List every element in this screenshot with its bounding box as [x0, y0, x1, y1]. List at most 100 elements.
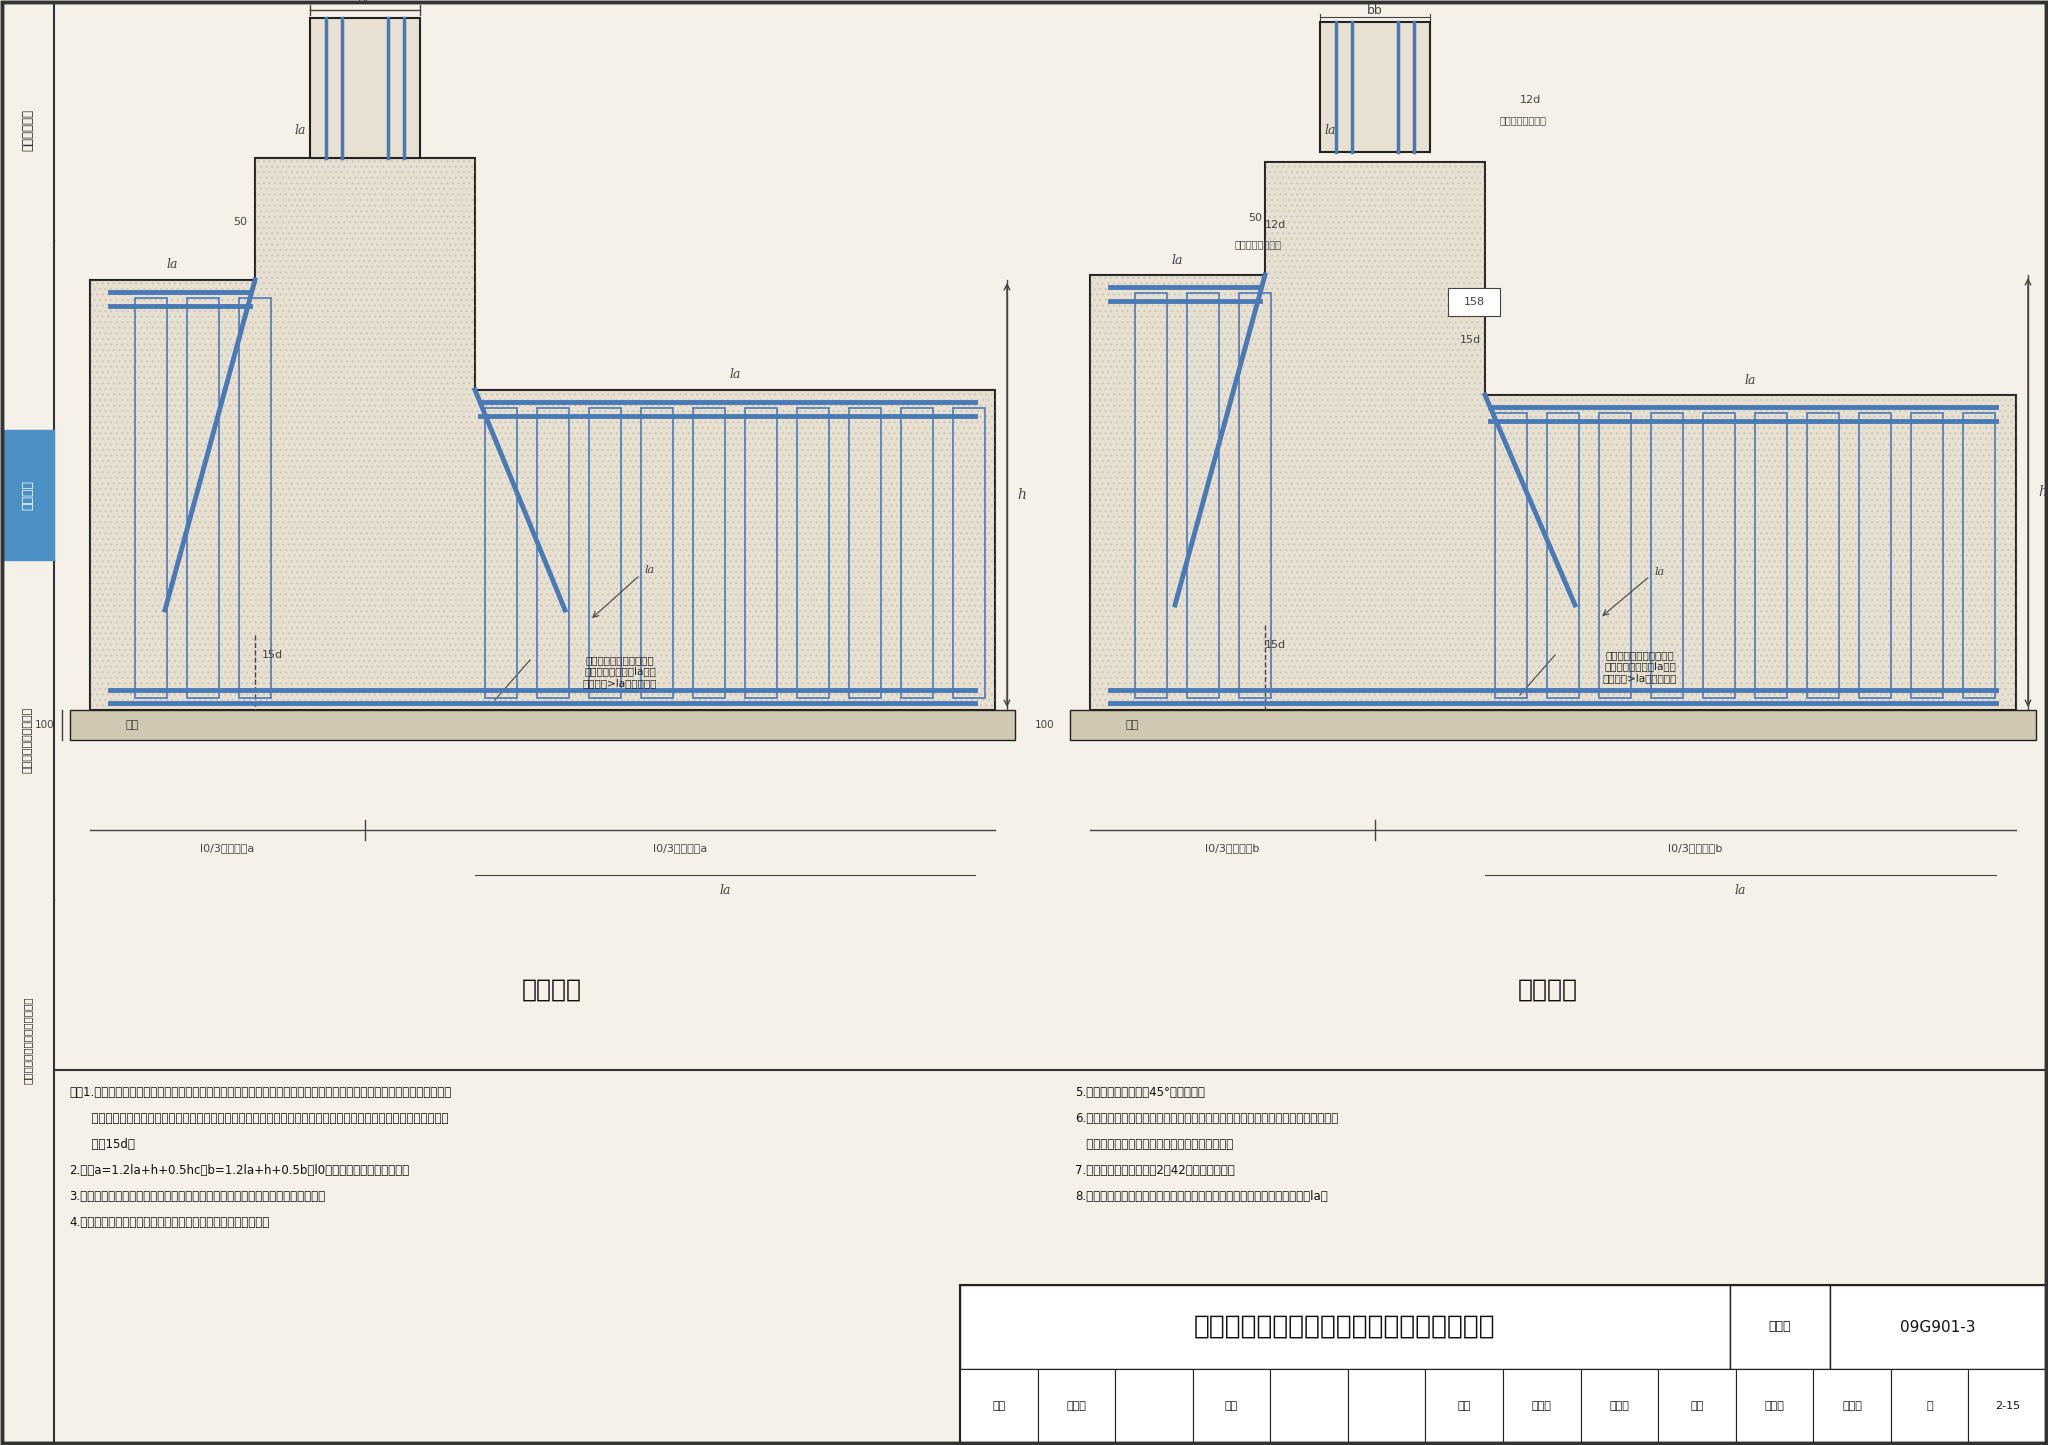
Bar: [1651, 413, 1683, 698]
Bar: [1755, 413, 1788, 698]
Text: 且至少到主梁中线: 且至少到主梁中线: [1499, 116, 1546, 126]
Text: la: la: [1655, 566, 1665, 577]
Bar: [952, 407, 985, 698]
Text: 3.跨内纵向钢筋、箍筋排布及复合方式均应复合本图集中基础梁相应的构造要求。: 3.跨内纵向钢筋、箍筋排布及复合方式均应复合本图集中基础梁相应的构造要求。: [70, 1189, 326, 1202]
Bar: [1831, 1285, 2046, 1368]
Text: 基础梁梁顶和梁底均有高差时钢筋排布构造: 基础梁梁顶和梁底均有高差时钢筋排布构造: [1194, 1314, 1495, 1340]
Text: h: h: [2038, 486, 2048, 500]
Bar: [1135, 293, 1167, 698]
Bar: [537, 407, 569, 698]
Text: 审核: 审核: [991, 1402, 1006, 1410]
Bar: [1659, 1368, 1737, 1444]
Text: 黄志刚: 黄志刚: [1067, 1402, 1085, 1410]
Text: 注：1.支座两侧的钢筋应协调配置，当两侧配筋不同时，应将配筋小的一侧的钢筋全部穿过支座，配筋大的一侧再配置差额: 注：1.支座两侧的钢筋应协调配置，当两侧配筋不同时，应将配筋小的一侧的钢筋全部穿…: [70, 1085, 451, 1098]
Bar: [1495, 413, 1528, 698]
Text: 基础次梁: 基础次梁: [1518, 978, 1579, 1001]
Text: 100: 100: [35, 720, 55, 730]
Text: la: la: [645, 565, 655, 575]
Bar: [240, 298, 270, 698]
Bar: [1737, 1368, 1812, 1444]
Bar: [1116, 1368, 1192, 1444]
Text: 复审: 复审: [1225, 1402, 1239, 1410]
Bar: [2, 431, 53, 561]
Text: hc: hc: [358, 0, 373, 7]
Text: 小于15d。: 小于15d。: [70, 1137, 135, 1150]
Polygon shape: [90, 158, 995, 709]
Text: 参照本图构造方式时，应提供相应的变更说明。: 参照本图构造方式时，应提供相应的变更说明。: [1075, 1137, 1233, 1150]
Text: 基础主梁: 基础主梁: [522, 978, 582, 1001]
Text: l0/3且不小于a: l0/3且不小于a: [201, 842, 254, 853]
Bar: [186, 298, 219, 698]
Text: 50: 50: [1247, 212, 1262, 223]
Bar: [1038, 1368, 1116, 1444]
Bar: [961, 1285, 2046, 1444]
Bar: [485, 407, 516, 698]
Bar: [901, 407, 934, 698]
Bar: [2, 1, 53, 1444]
Text: 12d: 12d: [1520, 95, 1540, 105]
Text: 09G901-3: 09G901-3: [1901, 1319, 1976, 1335]
Bar: [1581, 1368, 1659, 1444]
Bar: [135, 298, 168, 698]
Bar: [1890, 1368, 1968, 1444]
Text: 15d: 15d: [262, 650, 283, 660]
Bar: [1321, 22, 1430, 152]
Text: 7.柱插筋应满足本图集第2－42页的构造要求。: 7.柱插筋应满足本图集第2－42页的构造要求。: [1075, 1163, 1235, 1176]
Text: 4.基础主梁相交处的交叉钢筋的位置关系，应按具体设计说明。: 4.基础主梁相交处的交叉钢筋的位置关系，应按具体设计说明。: [70, 1215, 268, 1228]
Bar: [1599, 413, 1630, 698]
Text: 2.图中a=1.2la+h+0.5hc，b=1.2la+h+0.5b，l0为支座两侧跨度的较大值。: 2.图中a=1.2la+h+0.5hc，b=1.2la+h+0.5b，l0为支座…: [70, 1163, 410, 1176]
Bar: [1546, 413, 1579, 698]
Text: la: la: [729, 368, 741, 381]
Bar: [961, 1368, 1038, 1444]
Text: 2-15: 2-15: [1995, 1402, 2019, 1410]
Bar: [1239, 293, 1272, 698]
Bar: [1503, 1368, 1581, 1444]
Bar: [1806, 413, 1839, 698]
Text: 校对: 校对: [1458, 1402, 1470, 1410]
Bar: [961, 1285, 1731, 1368]
Text: 8.当设计注明基础梁中的侧面钢筋为抗扭钢筋且未贯通施工时，锚固长度为la。: 8.当设计注明基础梁中的侧面钢筋为抗扭钢筋且未贯通施工时，锚固长度为la。: [1075, 1189, 1327, 1202]
Text: 一般构造要求: 一般构造要求: [20, 108, 35, 150]
Text: la: la: [1325, 123, 1335, 136]
Text: 50: 50: [233, 217, 248, 227]
Text: 箱形基础和地下室结构: 箱形基础和地下室结构: [23, 707, 33, 773]
Text: 图集号: 图集号: [1769, 1321, 1792, 1334]
Bar: [692, 407, 725, 698]
Text: 15d: 15d: [1264, 640, 1286, 650]
Bar: [1911, 413, 1944, 698]
Bar: [1704, 413, 1735, 698]
Polygon shape: [1090, 162, 2015, 709]
Text: 底部第二排钢筋停至尾端
钢筋内侧，总锚长la，当
直段长度>la时可不弯钩: 底部第二排钢筋停至尾端 钢筋内侧，总锚长la，当 直段长度>la时可不弯钩: [1604, 650, 1677, 683]
Text: 158: 158: [1464, 298, 1485, 306]
Text: 张工文: 张工文: [1532, 1402, 1552, 1410]
Bar: [850, 407, 881, 698]
Text: 筏形基础: 筏形基础: [20, 480, 35, 510]
Bar: [1731, 1285, 1831, 1368]
Text: 独立基础、条形基础、桩基承台: 独立基础、条形基础、桩基承台: [23, 996, 33, 1084]
Bar: [1192, 1368, 1270, 1444]
Text: la: la: [295, 123, 305, 136]
Bar: [1069, 709, 2036, 740]
Text: la: la: [1171, 253, 1184, 266]
Bar: [1448, 288, 1499, 316]
Text: 王怀元: 王怀元: [1765, 1402, 1784, 1410]
Bar: [1188, 293, 1219, 698]
Text: 且至少到主梁中线: 且至少到主梁中线: [1235, 238, 1282, 249]
Bar: [1348, 1368, 1425, 1444]
Bar: [745, 407, 776, 698]
Text: 王怀之: 王怀之: [1841, 1402, 1862, 1410]
Bar: [797, 407, 829, 698]
Text: la: la: [719, 883, 731, 896]
Text: la: la: [166, 259, 178, 272]
Text: 6.当基础梁变标高及变截面形式与本图不同时，其构造应由设计者设计，当施工要求: 6.当基础梁变标高及变截面形式与本图不同时，其构造应由设计者设计，当施工要求: [1075, 1111, 1337, 1124]
Bar: [641, 407, 674, 698]
Text: 5.梁（板）底台阶可为45°或按设计。: 5.梁（板）底台阶可为45°或按设计。: [1075, 1085, 1204, 1098]
Text: 设计: 设计: [1690, 1402, 1704, 1410]
Text: l0/3且不小于b: l0/3且不小于b: [1667, 842, 1722, 853]
Text: 12d: 12d: [1264, 220, 1286, 230]
Text: 钢筋。差额钢筋在柱内锚固，当柱内锚固长度不能满足图中标示长度时，可在柱钢筋内侧向下弯折，向下弯折长度不: 钢筋。差额钢筋在柱内锚固，当柱内锚固长度不能满足图中标示长度时，可在柱钢筋内侧向…: [70, 1111, 449, 1124]
Bar: [1962, 413, 1995, 698]
Bar: [1968, 1368, 2046, 1444]
Text: 100: 100: [1034, 720, 1055, 730]
Bar: [1812, 1368, 1890, 1444]
